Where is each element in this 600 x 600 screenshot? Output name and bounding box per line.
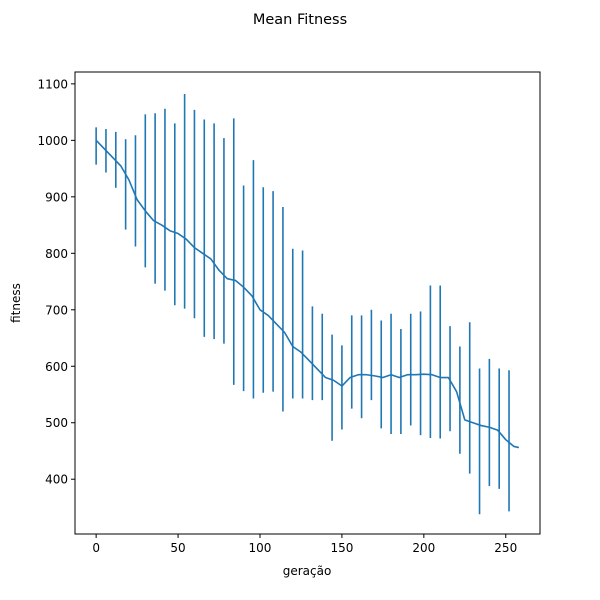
y-tick-label: 900 xyxy=(45,190,68,204)
axes-frame xyxy=(74,71,541,535)
x-tick-label: 150 xyxy=(330,541,353,555)
y-axis: 400 500 600 700 800 900 1000 1100 xyxy=(37,77,75,487)
y-axis-label: fitness xyxy=(9,283,23,323)
y-tick-label: 800 xyxy=(45,247,68,261)
x-tick-label: 250 xyxy=(494,541,517,555)
x-tick-label: 0 xyxy=(92,541,100,555)
x-tick-label: 50 xyxy=(170,541,185,555)
plot-area xyxy=(95,94,520,515)
x-axis-label: geração xyxy=(283,564,332,578)
y-tick-label: 400 xyxy=(45,473,68,487)
y-tick-label: 600 xyxy=(45,360,68,374)
x-tick-label: 100 xyxy=(249,541,272,555)
series-line xyxy=(95,139,520,449)
y-tick-label: 700 xyxy=(45,303,68,317)
y-tick-label: 500 xyxy=(45,416,68,430)
y-tick-label: 1000 xyxy=(37,134,68,148)
chart-title: Mean Fitness xyxy=(253,12,347,28)
x-tick-label: 200 xyxy=(412,541,435,555)
x-axis: 0 50 100 150 200 250 xyxy=(92,534,517,555)
errorbar-layer xyxy=(95,94,510,515)
y-tick-label: 1100 xyxy=(37,77,68,91)
series-layer xyxy=(95,139,520,449)
